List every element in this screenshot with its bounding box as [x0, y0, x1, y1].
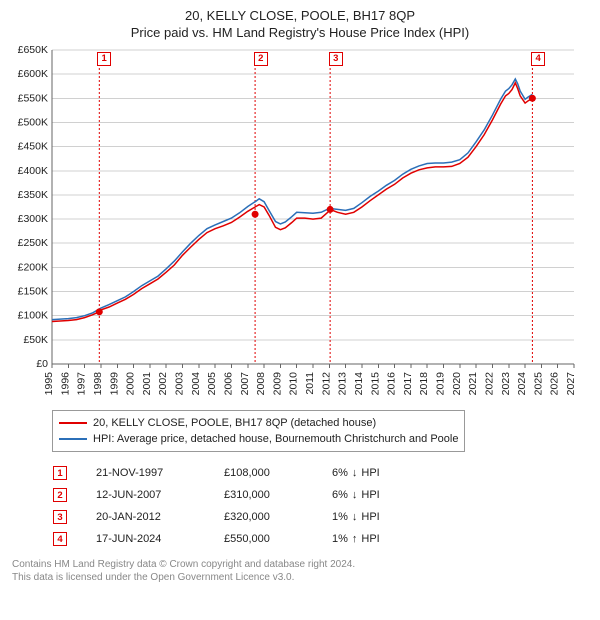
x-tick-label: 1999 — [108, 372, 120, 396]
legend-row: 20, KELLY CLOSE, POOLE, BH17 8QP (detach… — [59, 415, 458, 431]
x-tick-label: 2011 — [304, 372, 316, 395]
x-tick-label: 2000 — [125, 372, 137, 396]
sales-row-marker: 2 — [53, 488, 67, 502]
y-tick-label: £450K — [18, 141, 48, 153]
y-tick-label: £0 — [36, 358, 48, 370]
y-tick-label: £300K — [18, 213, 48, 225]
x-tick-label: 1996 — [59, 372, 71, 396]
y-tick-label: £150K — [18, 286, 48, 298]
x-tick-label: 1995 — [43, 372, 55, 396]
legend-row: HPI: Average price, detached house, Bour… — [59, 431, 458, 447]
chart-svg: £0 £50K £100K £150K £200K £250K £300K £350K £400… — [8, 46, 592, 406]
sale-point-marker — [529, 95, 536, 102]
x-tick-label: 2016 — [386, 372, 398, 396]
y-tick-label: £100K — [18, 310, 48, 322]
sales-row-price: £108,000 — [224, 462, 304, 484]
attribution-line-2: This data is licensed under the Open Gov… — [12, 571, 588, 584]
sales-row: 4 17-JUN-2024 £550,000 1%↑HPI — [52, 528, 588, 550]
x-tick-label: 2004 — [190, 372, 202, 396]
x-tick-label: 2020 — [451, 372, 463, 396]
title-block: 20, KELLY CLOSE, POOLE, BH17 8QP Price p… — [8, 8, 592, 46]
marker-box-3: 3 — [329, 52, 343, 66]
attribution: Contains HM Land Registry data © Crown c… — [12, 558, 588, 584]
x-tick-label: 2017 — [402, 372, 414, 396]
attribution-line-1: Contains HM Land Registry data © Crown c… — [12, 558, 588, 571]
x-tick-label: 2021 — [467, 372, 479, 396]
sales-row-delta: 1%↑HPI — [332, 528, 432, 550]
legend-swatch — [59, 422, 87, 424]
x-tick-label: 2002 — [157, 372, 169, 396]
series-hpi — [52, 79, 532, 320]
legend-label: HPI: Average price, detached house, Bour… — [93, 431, 458, 447]
y-tick-label: £400K — [18, 165, 48, 177]
sales-table: 1 21-NOV-1997 £108,000 6%↓HPI 2 12-JUN-2007 £3… — [52, 462, 588, 550]
sales-row-delta: 1%↓HPI — [332, 506, 432, 528]
sale-point-marker — [252, 211, 259, 218]
y-tick-label: £550K — [18, 92, 48, 104]
sale-point-marker — [96, 308, 103, 315]
sales-row-delta: 6%↓HPI — [332, 484, 432, 506]
x-tick-label: 2001 — [141, 372, 153, 396]
x-tick-label: 2009 — [271, 372, 283, 396]
arrow-down-icon: ↓ — [352, 462, 358, 484]
y-tick-label: £650K — [18, 46, 48, 56]
x-tick-label: 1998 — [92, 372, 104, 396]
x-tick-label: 2007 — [239, 372, 251, 396]
sales-row: 2 12-JUN-2007 £310,000 6%↓HPI — [52, 484, 588, 506]
series-property — [52, 83, 532, 322]
sales-row-date: 20-JAN-2012 — [96, 506, 196, 528]
x-tick-label: 2018 — [418, 372, 430, 396]
x-tick-label: 2015 — [369, 372, 381, 396]
sales-row-price: £320,000 — [224, 506, 304, 528]
legend-label: 20, KELLY CLOSE, POOLE, BH17 8QP (detach… — [93, 415, 376, 431]
sale-point-marker — [327, 206, 334, 213]
x-tick-label: 2008 — [255, 372, 267, 396]
sales-row-marker: 3 — [53, 510, 67, 524]
y-tick-label: £350K — [18, 189, 48, 201]
arrow-down-icon: ↓ — [352, 506, 358, 528]
x-tick-label: 2024 — [516, 372, 528, 396]
y-tick-label: £250K — [18, 237, 48, 249]
sales-row: 3 20-JAN-2012 £320,000 1%↓HPI — [52, 506, 588, 528]
x-tick-label: 2014 — [353, 372, 365, 396]
sales-row-delta: 6%↓HPI — [332, 462, 432, 484]
chart-title: 20, KELLY CLOSE, POOLE, BH17 8QP — [8, 8, 592, 23]
x-tick-label: 2027 — [565, 372, 577, 396]
x-tick-label: 2025 — [532, 372, 544, 396]
sales-row-date: 12-JUN-2007 — [96, 484, 196, 506]
marker-box-2: 2 — [254, 52, 268, 66]
sales-row-marker: 1 — [53, 466, 67, 480]
sales-row-date: 21-NOV-1997 — [96, 462, 196, 484]
x-tick-label: 2023 — [500, 372, 512, 396]
x-tick-label: 2019 — [435, 372, 447, 396]
x-tick-label: 2013 — [337, 372, 349, 396]
arrow-down-icon: ↓ — [352, 484, 358, 506]
sales-row: 1 21-NOV-1997 £108,000 6%↓HPI — [52, 462, 588, 484]
x-tick-label: 2012 — [320, 372, 332, 396]
y-tick-label: £50K — [23, 334, 48, 346]
x-tick-label: 2006 — [222, 372, 234, 396]
chart-subtitle: Price paid vs. HM Land Registry's House … — [8, 25, 592, 40]
sales-row-marker: 4 — [53, 532, 67, 546]
sales-row-date: 17-JUN-2024 — [96, 528, 196, 550]
y-tick-label: £200K — [18, 261, 48, 273]
x-tick-label: 2026 — [549, 372, 561, 396]
y-tick-label: £600K — [18, 68, 48, 80]
x-tick-label: 2010 — [288, 372, 300, 396]
x-tick-label: 2022 — [483, 372, 495, 396]
arrow-up-icon: ↑ — [352, 528, 358, 550]
legend-swatch — [59, 438, 87, 440]
y-tick-label: £500K — [18, 116, 48, 128]
legend: 20, KELLY CLOSE, POOLE, BH17 8QP (detach… — [52, 410, 465, 452]
x-tick-label: 2003 — [174, 372, 186, 396]
x-tick-label: 1997 — [76, 372, 88, 396]
sales-row-price: £310,000 — [224, 484, 304, 506]
marker-box-4: 4 — [531, 52, 545, 66]
x-tick-label: 2005 — [206, 372, 218, 396]
sales-row-price: £550,000 — [224, 528, 304, 550]
chart-area: £0 £50K £100K £150K £200K £250K £300K £350K £400… — [8, 46, 592, 406]
marker-box-1: 1 — [97, 52, 111, 66]
